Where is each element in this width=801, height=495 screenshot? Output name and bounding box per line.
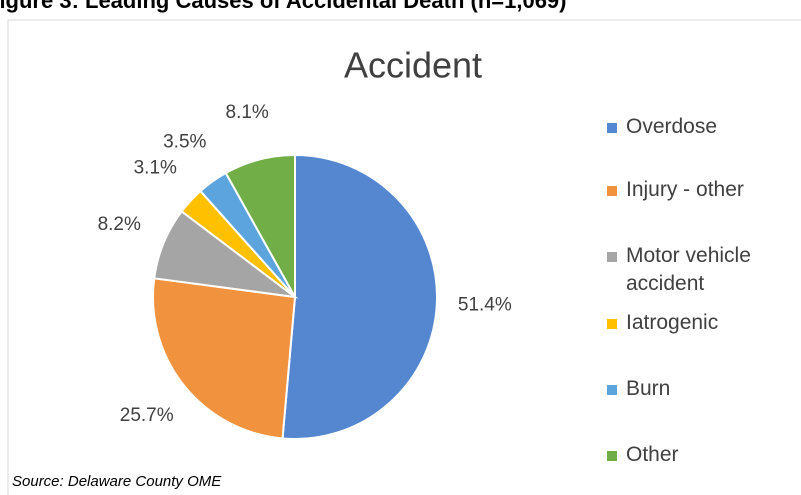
source-note: Source: Delaware County OME bbox=[12, 473, 222, 490]
legend-label: Motor vehicle accident bbox=[626, 244, 751, 295]
data-label: 8.1% bbox=[226, 102, 269, 123]
legend-swatch bbox=[607, 186, 617, 196]
data-label: 3.5% bbox=[163, 131, 206, 152]
pie-slice bbox=[281, 153, 438, 440]
data-label: 3.1% bbox=[134, 157, 177, 178]
data-label: 8.2% bbox=[98, 214, 141, 235]
legend-label: Burn bbox=[626, 377, 671, 400]
legend-swatch bbox=[607, 385, 617, 395]
legend-label: Overdose bbox=[626, 115, 718, 138]
chart-title: Accident bbox=[344, 45, 482, 86]
legend-label: Injury - other bbox=[626, 178, 744, 201]
legend-swatch bbox=[607, 451, 617, 461]
data-label: 51.4% bbox=[458, 294, 512, 315]
chart-frame bbox=[7, 19, 801, 495]
figure-heading: Figure 3: Leading Causes of Accidental D… bbox=[0, 0, 567, 13]
legend-swatch bbox=[607, 319, 617, 329]
legend-label: Other bbox=[626, 443, 679, 466]
legend-swatch bbox=[607, 252, 617, 262]
data-label: 25.7% bbox=[120, 405, 174, 426]
pie-slice bbox=[152, 277, 297, 440]
legend-label: Iatrogenic bbox=[626, 311, 719, 334]
legend-swatch bbox=[607, 123, 617, 133]
pie-slice bbox=[224, 153, 296, 301]
